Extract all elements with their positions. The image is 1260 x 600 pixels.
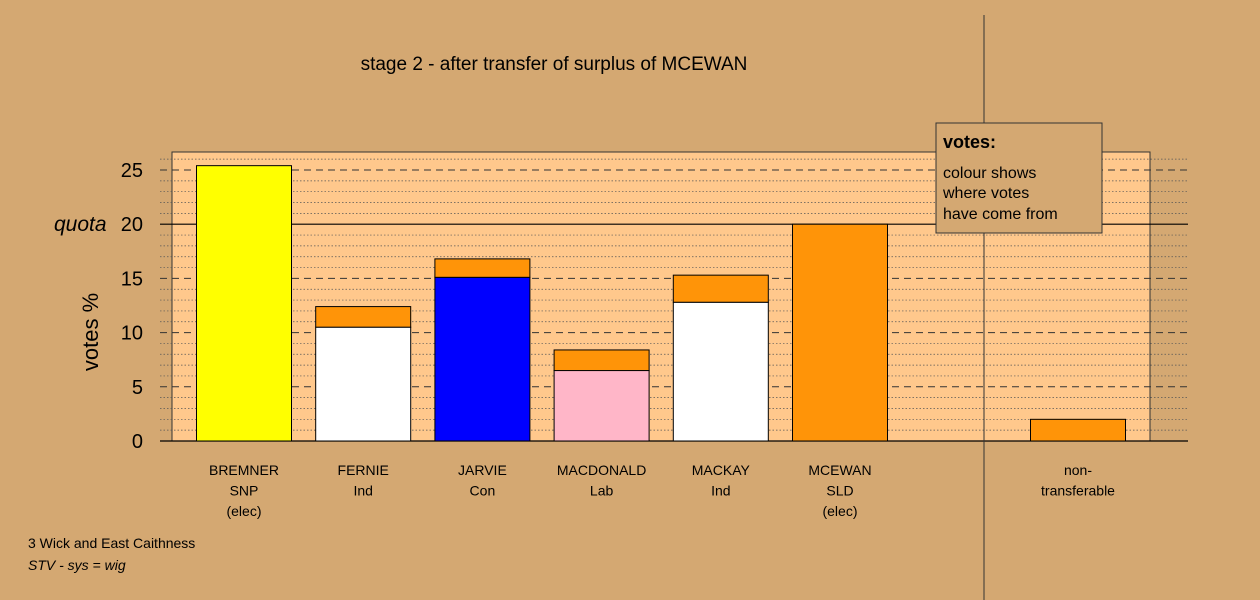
x-tick-label: Ind bbox=[353, 483, 372, 499]
bar-segment-own bbox=[553, 370, 650, 442]
quota-label: quota bbox=[54, 213, 107, 236]
x-tick-label: Ind bbox=[711, 483, 730, 499]
footer-constituency: 3 Wick and East Caithness bbox=[28, 535, 195, 551]
y-tick-label: 15 bbox=[121, 268, 143, 290]
bar-segment-transfer bbox=[553, 349, 650, 372]
x-tick-label: FERNIE bbox=[338, 462, 389, 478]
legend-line-2: where votes bbox=[942, 185, 1029, 202]
x-tick-label: transferable bbox=[1041, 483, 1115, 499]
legend: votes: colour shows where votes have com… bbox=[935, 122, 1103, 234]
bar-segment-own bbox=[315, 326, 412, 442]
y-tick-label: 0 bbox=[132, 431, 143, 453]
y-tick-label: 25 bbox=[121, 160, 143, 182]
x-tick-label: SLD bbox=[826, 483, 853, 499]
legend-title: votes: bbox=[943, 132, 996, 152]
x-tick-label: (elec) bbox=[226, 503, 261, 519]
bar-segment-own bbox=[434, 276, 531, 442]
x-tick-label: (elec) bbox=[822, 503, 857, 519]
y-tick-label: 10 bbox=[121, 323, 143, 345]
x-tick-label: Con bbox=[470, 483, 496, 499]
x-tick-label: MACKAY bbox=[692, 462, 751, 478]
x-tick-label: SNP bbox=[230, 483, 259, 499]
bar-segment-transfer bbox=[1030, 418, 1126, 442]
legend-line-1: colour shows bbox=[943, 165, 1036, 182]
legend-box bbox=[935, 122, 1103, 234]
x-tick-label: Lab bbox=[590, 483, 614, 499]
x-tick-label: BREMNER bbox=[209, 462, 279, 478]
x-tick-label: MACDONALD bbox=[557, 462, 646, 478]
bar-segment-own bbox=[792, 223, 888, 442]
footer-system: STV - sys = wig bbox=[28, 557, 126, 573]
x-tick-label: JARVIE bbox=[458, 462, 507, 478]
y-tick-label: 5 bbox=[132, 377, 143, 399]
bar-segment-own bbox=[672, 301, 769, 442]
legend-line-3: have come from bbox=[943, 206, 1058, 223]
x-tick-label: non- bbox=[1064, 462, 1092, 478]
x-tick-label: MCEWAN bbox=[808, 462, 871, 478]
bar-segment-own bbox=[196, 165, 292, 442]
bar-segment-transfer bbox=[434, 258, 531, 278]
y-axis-label: votes % bbox=[78, 293, 103, 371]
chart-title: stage 2 - after transfer of surplus of M… bbox=[361, 54, 748, 75]
bar-segment-transfer bbox=[672, 274, 769, 303]
y-tick-label: 20 bbox=[121, 214, 143, 236]
bar-segment-transfer bbox=[315, 306, 412, 328]
